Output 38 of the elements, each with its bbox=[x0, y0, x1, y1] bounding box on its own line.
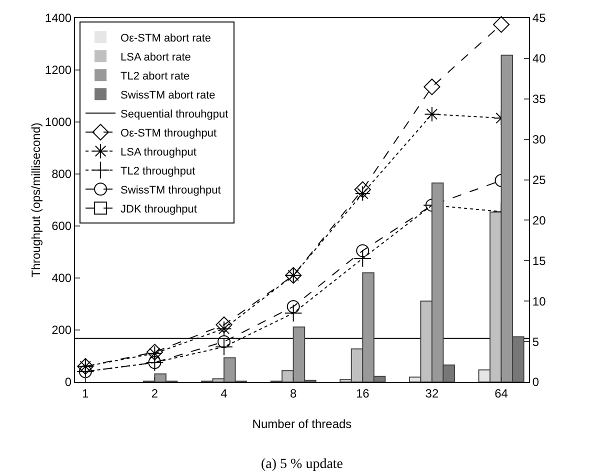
y2-tick-label: 35 bbox=[532, 92, 546, 106]
legend-label: LSA abort rate bbox=[120, 51, 191, 64]
y-tick-label: 1000 bbox=[44, 115, 72, 130]
x-tick-label: 1 bbox=[82, 386, 90, 400]
y2-tick-label: 40 bbox=[532, 52, 546, 66]
y-tick-label: 1200 bbox=[44, 63, 72, 78]
y2-tick-label: 10 bbox=[532, 294, 546, 308]
x-tick-label: 8 bbox=[290, 386, 297, 400]
legend-label: TL2 throughput bbox=[120, 165, 196, 178]
y-tick-label: 800 bbox=[52, 167, 72, 182]
x-tick-label: 32 bbox=[425, 386, 439, 400]
legend-label: LSA throughput bbox=[120, 146, 196, 158]
y2-tick-label: 15 bbox=[532, 254, 546, 268]
y-tick-label: 400 bbox=[52, 271, 72, 286]
legend-label: SwissTM throughput bbox=[120, 184, 221, 196]
y2-tick-label: 0 bbox=[532, 375, 540, 390]
legend-label: TL2 abort rate bbox=[120, 70, 190, 82]
y2-tick-label: 30 bbox=[532, 132, 546, 147]
legend-label: Oε-STM abort rate bbox=[120, 32, 212, 44]
legend-label: SwissTM abort rate bbox=[120, 89, 216, 102]
y-tick-label: 0 bbox=[64, 375, 72, 390]
y-tick-label: 1400 bbox=[44, 11, 72, 26]
x-tick-label: 2 bbox=[151, 386, 158, 400]
legend-label: Sequential throuhgput bbox=[120, 108, 228, 120]
legend-label: Oε-STM throughput bbox=[120, 127, 217, 140]
y-axis-title: Throughput (ops/millisecond) bbox=[28, 122, 43, 278]
x-tick-label: 4 bbox=[220, 386, 228, 400]
text: (a) 5 % update bbox=[261, 457, 344, 472]
y2-tick-label: 20 bbox=[532, 213, 546, 228]
y2-tick-label: 25 bbox=[532, 172, 546, 187]
x-tick-label: 16 bbox=[356, 386, 370, 400]
y2-tick-label: 5 bbox=[532, 334, 540, 349]
y-tick-label: 600 bbox=[52, 219, 72, 234]
x-axis-title: Number of threads bbox=[252, 417, 352, 431]
x-tick-label: 64 bbox=[494, 386, 508, 400]
y-tick-label: 200 bbox=[52, 323, 72, 338]
y2-tick-label: 45 bbox=[532, 11, 546, 26]
legend-label: JDK throughput bbox=[120, 203, 197, 216]
